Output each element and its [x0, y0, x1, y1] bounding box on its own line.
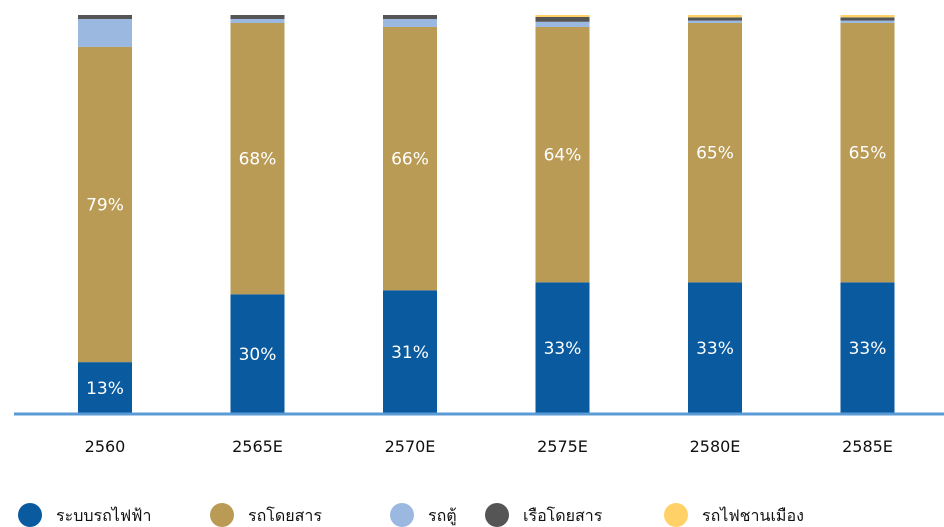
bar-segment-รถไฟชานเมือง-2580E — [688, 15, 742, 18]
legend-marker — [664, 503, 688, 527]
data-label: 13% — [86, 379, 124, 399]
bar-segment-เรือโดยสาร-2580E — [688, 17, 742, 21]
bar-segment-เรือโดยสาร-2585E — [840, 17, 895, 21]
legend-label: รถไฟชานเมือง — [702, 506, 804, 525]
legend-label: เรือโดยสาร — [523, 506, 603, 525]
data-label: 33% — [696, 339, 734, 359]
legend-label: รถโดยสาร — [248, 506, 322, 525]
bar-segment-ระบบรถไฟฟ้า-2560 — [78, 362, 132, 414]
bar-segment-รถตู้-2565E — [230, 18, 285, 23]
bar-segment-รถไฟชานเมือง-2585E — [840, 15, 895, 18]
data-label: 31% — [391, 343, 429, 363]
x-tick-label: 2570E — [385, 437, 436, 456]
bar-segment-รถโดยสาร-2585E — [840, 22, 895, 283]
bar-segment-ระบบรถไฟฟ้า-2575E — [535, 282, 590, 414]
data-label: 65% — [849, 144, 887, 164]
bar-segment-ระบบรถไฟฟ้า-2565E — [230, 294, 285, 414]
x-tick-label: 2580E — [690, 437, 741, 456]
bar-segment-ระบบรถไฟฟ้า-2580E — [688, 282, 742, 414]
bar-segment-รถตู้-2560 — [78, 18, 132, 47]
bar-segment-เรือโดยสาร-2560 — [78, 15, 132, 19]
bar-segment-รถตู้-2580E — [688, 20, 742, 23]
bar-segment-รถโดยสาร-2580E — [688, 22, 742, 283]
bar-segment-เรือโดยสาร-2565E — [230, 15, 285, 19]
bar-segment-รถโดยสาร-2575E — [535, 26, 590, 283]
bar-segment-รถตู้-2570E — [383, 18, 437, 27]
data-label: 33% — [849, 339, 887, 359]
bars-layer — [78, 15, 895, 414]
x-tick-label: 2560 — [85, 437, 126, 456]
bar-segment-เรือโดยสาร-2575E — [535, 17, 590, 22]
x-tick-label: 2565E — [232, 437, 283, 456]
data-label: 33% — [544, 339, 582, 359]
data-label: 64% — [544, 146, 582, 166]
data-label: 65% — [696, 144, 734, 164]
legend-label: รถตู้ — [428, 506, 457, 526]
legend-marker — [390, 503, 414, 527]
x-tick-label: 2575E — [537, 437, 588, 456]
bar-segment-ระบบรถไฟฟ้า-2570E — [383, 290, 437, 414]
data-label: 66% — [391, 150, 429, 170]
bar-segment-รถโดยสาร-2570E — [383, 26, 437, 291]
data-label: 68% — [239, 150, 277, 170]
x-tick-labels: 2560 2565E 2570E 2575E 2580E 2585E — [85, 437, 893, 456]
bar-labels-layer: 13% 79% 30% 68% 31% 66% 33% 64% 33% 65% 33% 65% — [86, 144, 886, 399]
bar-segment-รถโดยสาร-2565E — [230, 22, 285, 295]
bar-segment-รถไฟชานเมือง-2575E — [535, 15, 590, 17]
bar-segment-รถตู้-2585E — [840, 20, 895, 23]
data-label: 30% — [239, 345, 277, 365]
legend-label: ระบบรถไฟฟ้า — [56, 506, 151, 525]
legend-marker — [485, 503, 509, 527]
data-label: 79% — [86, 196, 124, 216]
x-tick-label: 2585E — [842, 437, 893, 456]
bar-segment-เรือโดยสาร-2570E — [383, 15, 437, 19]
legend: ระบบรถไฟฟ้า รถโดยสาร รถตู้ เรือโดยสาร รถไฟชา… — [18, 503, 804, 527]
legend-marker — [18, 503, 42, 527]
bar-segment-รถตู้-2575E — [535, 21, 590, 27]
legend-marker — [210, 503, 234, 527]
bar-segment-ระบบรถไฟฟ้า-2585E — [840, 282, 895, 414]
bar-segment-รถโดยสาร-2560 — [78, 46, 132, 363]
